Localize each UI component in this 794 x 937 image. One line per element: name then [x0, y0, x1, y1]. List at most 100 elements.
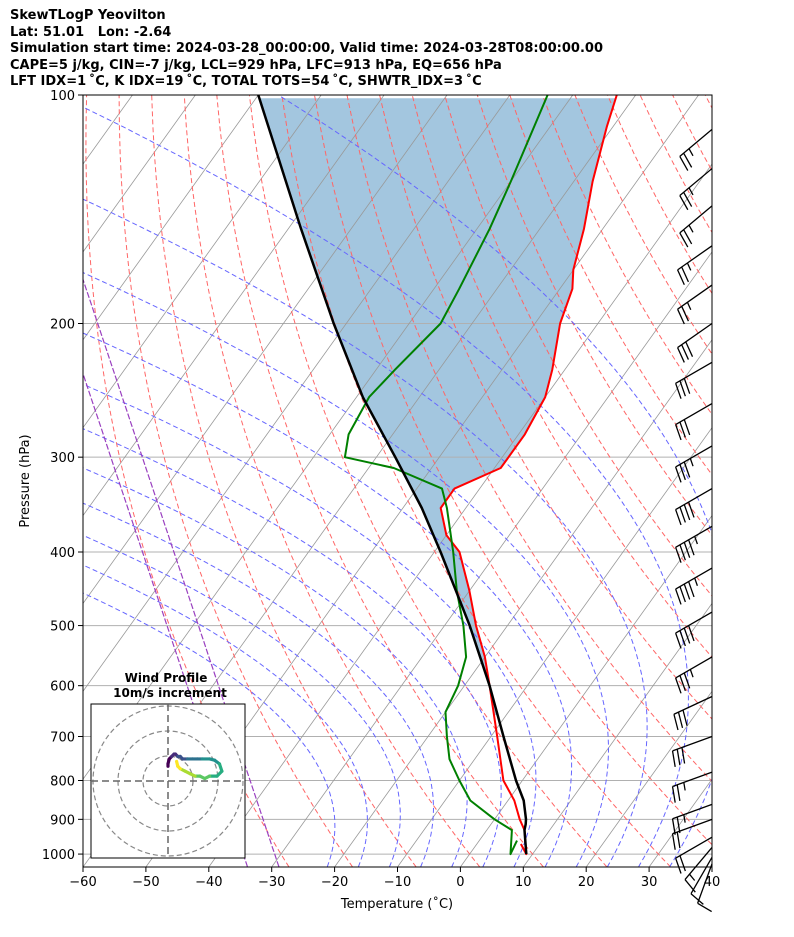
x-tick-label: −20	[321, 875, 348, 890]
isotherm	[271, 251, 712, 867]
x-tick-label: 40	[704, 875, 721, 890]
isotherm	[83, 95, 511, 692]
wind-barb	[675, 445, 713, 483]
isotherm	[585, 690, 712, 867]
x-axis: −60 −50 −40 −30 −20 −10 0 10 20 30 40	[69, 867, 720, 890]
dry-adiabat	[216, 95, 544, 867]
isotherm	[83, 95, 385, 517]
wind-barb	[684, 846, 713, 893]
moist-adiabat	[83, 467, 468, 867]
moist-adiabat	[83, 271, 609, 867]
y-axis-label: Pressure (hPa)	[18, 434, 33, 527]
wind-barb	[675, 488, 713, 526]
dry-adiabat	[379, 95, 712, 720]
wind-barb	[671, 771, 713, 803]
station-coordinates: Lat: 51.01 Lon: -2.64	[10, 24, 172, 40]
moist-adiabat	[83, 198, 648, 867]
wind-barb	[671, 735, 713, 768]
x-tick-label: −30	[258, 875, 285, 890]
wind-barb	[675, 525, 713, 563]
wind-barb	[675, 656, 713, 694]
y-tick-label: 400	[50, 546, 75, 561]
isotherm	[83, 95, 322, 429]
isotherm	[460, 514, 712, 867]
wind-barb	[675, 611, 713, 649]
hodograph-title: Wind Profile	[125, 671, 208, 685]
wind-barb	[671, 803, 713, 835]
wind-barb	[679, 128, 713, 171]
dry-adiabat	[151, 95, 417, 867]
simulation-times: Simulation start time: 2024-03-28_00:00:…	[10, 41, 603, 56]
isotherm	[83, 95, 259, 341]
isotherm	[711, 866, 712, 867]
moist-adiabat	[83, 592, 336, 867]
isotherm	[397, 426, 712, 867]
y-tick-label: 1000	[42, 848, 75, 863]
y-tick-label: 600	[50, 680, 75, 695]
stability-parameters: CAPE=5 j/kg, CIN=-7 j/kg, LCL=929 hPa, L…	[10, 57, 502, 73]
mixing-ratio-line	[83, 277, 280, 867]
y-tick-label: 300	[50, 451, 75, 466]
dry-adiabat	[476, 95, 712, 537]
x-tick-label: −60	[69, 875, 96, 890]
x-axis-label: Temperature (˚C)	[340, 896, 453, 912]
hodograph-subtitle: 10m/s increment	[113, 686, 227, 700]
y-tick-label: 500	[50, 620, 75, 635]
stability-indices: LFT IDX=1 ˚C, K IDX=19 ˚C, TOTAL TOTS=54…	[10, 74, 482, 89]
y-tick-label: 200	[50, 318, 75, 333]
temperature-profile	[439, 95, 618, 856]
x-tick-label: 0	[456, 875, 464, 890]
x-tick-label: 10	[515, 875, 532, 890]
dewpoint-profile	[343, 95, 549, 856]
dry-adiabat	[248, 95, 608, 867]
hodograph-segment	[174, 759, 180, 768]
wind-barb	[673, 695, 713, 731]
moist-adiabat	[83, 332, 573, 867]
wind-barb	[679, 168, 713, 211]
wind-barb	[677, 322, 713, 363]
y-tick-label: 100	[50, 89, 75, 104]
profiles-layer	[257, 95, 618, 856]
x-tick-label: 30	[641, 875, 658, 890]
y-tick-label: 700	[50, 730, 75, 745]
moist-adiabat	[83, 564, 368, 867]
x-tick-label: −40	[195, 875, 222, 890]
wind-barbs-layer	[671, 128, 713, 913]
x-tick-label: −50	[132, 875, 159, 890]
dry-adiabat	[85, 95, 290, 867]
dry-adiabat	[541, 95, 712, 416]
wind-barb	[675, 403, 713, 441]
moist-adiabat	[83, 383, 537, 867]
isotherm	[83, 95, 196, 253]
dry-adiabat	[770, 95, 794, 867]
dry-adiabat	[314, 95, 712, 846]
wind-barb	[677, 245, 713, 285]
y-tick-label: 900	[50, 813, 75, 828]
y-tick-label: 800	[50, 775, 75, 790]
dry-adiabat	[183, 95, 481, 867]
wind-barb	[690, 857, 713, 905]
moist-adiabat	[83, 428, 502, 867]
isotherm	[522, 602, 712, 867]
station-title: SkewTLogP Yeovilton	[10, 8, 166, 23]
wind-barb	[677, 284, 713, 325]
wind-barb	[697, 863, 713, 913]
cape-shading-layer	[259, 98, 616, 716]
wind-barb	[675, 567, 713, 605]
wind-barb	[675, 836, 713, 874]
dry-adiabat	[444, 95, 712, 597]
gridlines-layer	[83, 95, 794, 867]
dry-adiabat	[118, 95, 354, 867]
wind-barb	[679, 205, 713, 248]
wind-barb	[675, 361, 713, 399]
isotherm	[334, 339, 712, 867]
dry-adiabat	[607, 95, 712, 295]
isotherm	[775, 95, 794, 867]
x-tick-label: −10	[384, 875, 411, 890]
x-tick-label: 20	[578, 875, 595, 890]
isotherm	[208, 163, 712, 867]
dry-adiabat	[738, 95, 794, 867]
dry-adiabat	[704, 95, 712, 110]
y-axis: 1000 900 800 700 600 500 400 300 200 100	[42, 89, 83, 863]
